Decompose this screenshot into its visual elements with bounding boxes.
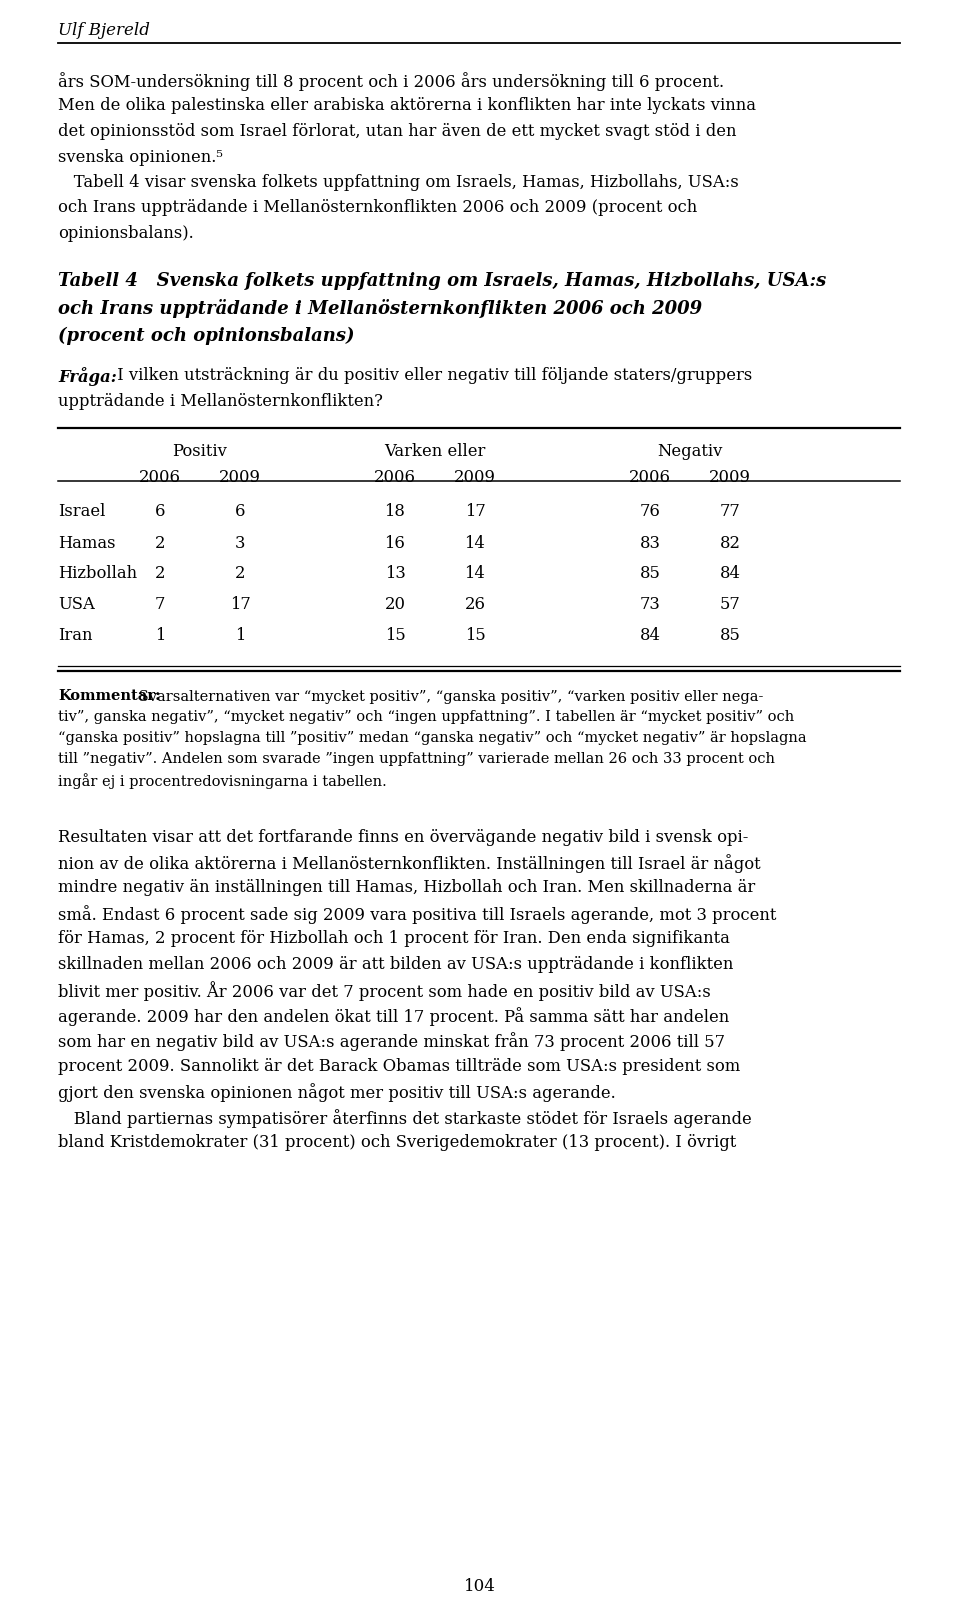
Text: små. Endast 6 procent sade sig 2009 vara positiva till Israels agerande, mot 3 p: små. Endast 6 procent sade sig 2009 vara… bbox=[58, 905, 777, 924]
Text: 76: 76 bbox=[639, 503, 660, 521]
Text: I vilken utsträckning är du positiv eller negativ till följande staters/gruppers: I vilken utsträckning är du positiv elle… bbox=[112, 368, 753, 384]
Text: 17: 17 bbox=[229, 596, 251, 614]
Text: 16: 16 bbox=[385, 534, 405, 551]
Text: 14: 14 bbox=[465, 534, 486, 551]
Text: 20: 20 bbox=[385, 596, 405, 614]
Text: 57: 57 bbox=[720, 596, 740, 614]
Text: Israel: Israel bbox=[58, 503, 106, 521]
Text: 17: 17 bbox=[465, 503, 486, 521]
Text: Negativ: Negativ bbox=[658, 442, 723, 460]
Text: Men de olika palestinska eller arabiska aktörerna i konflikten har inte lyckats : Men de olika palestinska eller arabiska … bbox=[58, 98, 756, 114]
Text: uppträdande i Mellanösternkonflikten?: uppträdande i Mellanösternkonflikten? bbox=[58, 392, 383, 410]
Text: 73: 73 bbox=[639, 596, 660, 614]
Text: och Irans uppträdande i Mellanösternkonflikten 2006 och 2009: och Irans uppträdande i Mellanösternkonf… bbox=[58, 299, 702, 318]
Text: Tabell 4 visar svenska folkets uppfattning om Israels, Hamas, Hizbollahs, USA:s: Tabell 4 visar svenska folkets uppfattni… bbox=[58, 174, 739, 191]
Text: 15: 15 bbox=[385, 627, 405, 644]
Text: 26: 26 bbox=[465, 596, 486, 614]
Text: USA: USA bbox=[58, 596, 95, 614]
Text: Ulf Bjereld: Ulf Bjereld bbox=[58, 22, 150, 39]
Text: Hizbollah: Hizbollah bbox=[58, 566, 137, 582]
Text: 15: 15 bbox=[465, 627, 486, 644]
Text: 13: 13 bbox=[385, 566, 405, 582]
Text: års SOM-undersökning till 8 procent och i 2006 års undersökning till 6 procent.: års SOM-undersökning till 8 procent och … bbox=[58, 72, 724, 92]
Text: 2006: 2006 bbox=[374, 469, 416, 487]
Text: 77: 77 bbox=[720, 503, 740, 521]
Text: 82: 82 bbox=[719, 534, 740, 551]
Text: det opinionsstöd som Israel förlorat, utan har även de ett mycket svagt stöd i d: det opinionsstöd som Israel förlorat, ut… bbox=[58, 122, 736, 140]
Text: (procent och opinionsbalans): (procent och opinionsbalans) bbox=[58, 326, 354, 344]
Text: Hamas: Hamas bbox=[58, 534, 115, 551]
Text: 18: 18 bbox=[385, 503, 405, 521]
Text: 104: 104 bbox=[464, 1576, 496, 1594]
Text: 2006: 2006 bbox=[629, 469, 671, 487]
Text: “ganska positiv” hopslagna till ”positiv” medan “ganska negativ” och “mycket neg: “ganska positiv” hopslagna till ”positiv… bbox=[58, 731, 806, 746]
Text: Kommentar:: Kommentar: bbox=[58, 689, 160, 704]
Text: Bland partiernas sympatisörer återfinns det starkaste stödet för Israels agerand: Bland partiernas sympatisörer återfinns … bbox=[58, 1109, 752, 1127]
Text: nion av de olika aktörerna i Mellanösternkonflikten. Inställningen till Israel ä: nion av de olika aktörerna i Mellanöster… bbox=[58, 853, 760, 873]
Text: ingår ej i procentredovisningarna i tabellen.: ingår ej i procentredovisningarna i tabe… bbox=[58, 773, 387, 789]
Text: 6: 6 bbox=[235, 503, 245, 521]
Text: procent 2009. Sannolikt är det Barack Obamas tillträde som USA:s president som: procent 2009. Sannolikt är det Barack Ob… bbox=[58, 1057, 740, 1075]
Text: 3: 3 bbox=[235, 534, 245, 551]
Text: Iran: Iran bbox=[58, 627, 92, 644]
Text: 83: 83 bbox=[639, 534, 660, 551]
Text: 2009: 2009 bbox=[454, 469, 496, 487]
Text: mindre negativ än inställningen till Hamas, Hizbollah och Iran. Men skillnaderna: mindre negativ än inställningen till Ham… bbox=[58, 879, 756, 897]
Text: bland Kristdemokrater (31 procent) och Sverigedemokrater (13 procent). I övrigt: bland Kristdemokrater (31 procent) och S… bbox=[58, 1135, 736, 1151]
Text: 6: 6 bbox=[155, 503, 165, 521]
Text: Fråga:: Fråga: bbox=[58, 368, 117, 386]
Text: svenska opinionen.⁵: svenska opinionen.⁵ bbox=[58, 148, 223, 166]
Text: gjort den svenska opinionen något mer positiv till USA:s agerande.: gjort den svenska opinionen något mer po… bbox=[58, 1083, 615, 1102]
Text: Tabell 4   Svenska folkets uppfattning om Israels, Hamas, Hizbollahs, USA:s: Tabell 4 Svenska folkets uppfattning om … bbox=[58, 272, 827, 291]
Text: Svarsalternativen var “mycket positiv”, “ganska positiv”, “varken positiv eller : Svarsalternativen var “mycket positiv”, … bbox=[134, 689, 763, 704]
Text: 84: 84 bbox=[639, 627, 660, 644]
Text: agerande. 2009 har den andelen ökat till 17 procent. På samma sätt har andelen: agerande. 2009 har den andelen ökat till… bbox=[58, 1006, 730, 1025]
Text: 2009: 2009 bbox=[219, 469, 261, 487]
Text: för Hamas, 2 procent för Hizbollah och 1 procent för Iran. Den enda signifikanta: för Hamas, 2 procent för Hizbollah och 1… bbox=[58, 930, 730, 947]
Text: 2009: 2009 bbox=[709, 469, 751, 487]
Text: 2006: 2006 bbox=[139, 469, 181, 487]
Text: 1: 1 bbox=[155, 627, 165, 644]
Text: Resultaten visar att det fortfarande finns en övervägande negativ bild i svensk : Resultaten visar att det fortfarande fin… bbox=[58, 828, 749, 845]
Text: 2: 2 bbox=[155, 534, 165, 551]
Text: Varken eller: Varken eller bbox=[384, 442, 486, 460]
Text: blivit mer positiv. År 2006 var det 7 procent som hade en positiv bild av USA:s: blivit mer positiv. År 2006 var det 7 pr… bbox=[58, 980, 710, 1001]
Text: Positiv: Positiv bbox=[173, 442, 228, 460]
Text: 14: 14 bbox=[465, 566, 486, 582]
Text: 85: 85 bbox=[639, 566, 660, 582]
Text: 7: 7 bbox=[155, 596, 165, 614]
Text: skillnaden mellan 2006 och 2009 är att bilden av USA:s uppträdande i konflikten: skillnaden mellan 2006 och 2009 är att b… bbox=[58, 956, 733, 972]
Text: 85: 85 bbox=[720, 627, 740, 644]
Text: opinionsbalans).: opinionsbalans). bbox=[58, 225, 194, 241]
Text: till ”negativ”. Andelen som svarade ”ingen uppfattning” varierade mellan 26 och : till ”negativ”. Andelen som svarade ”ing… bbox=[58, 752, 775, 767]
Text: som har en negativ bild av USA:s agerande minskat från 73 procent 2006 till 57: som har en negativ bild av USA:s agerand… bbox=[58, 1032, 725, 1051]
Text: 1: 1 bbox=[235, 627, 245, 644]
Text: och Irans uppträdande i Mellanösternkonflikten 2006 och 2009 (procent och: och Irans uppträdande i Mellanösternkonf… bbox=[58, 199, 697, 217]
Text: 84: 84 bbox=[719, 566, 740, 582]
Text: 2: 2 bbox=[235, 566, 245, 582]
Text: 2: 2 bbox=[155, 566, 165, 582]
Text: tiv”, ganska negativ”, “mycket negativ” och “ingen uppfattning”. I tabellen är “: tiv”, ganska negativ”, “mycket negativ” … bbox=[58, 710, 794, 725]
